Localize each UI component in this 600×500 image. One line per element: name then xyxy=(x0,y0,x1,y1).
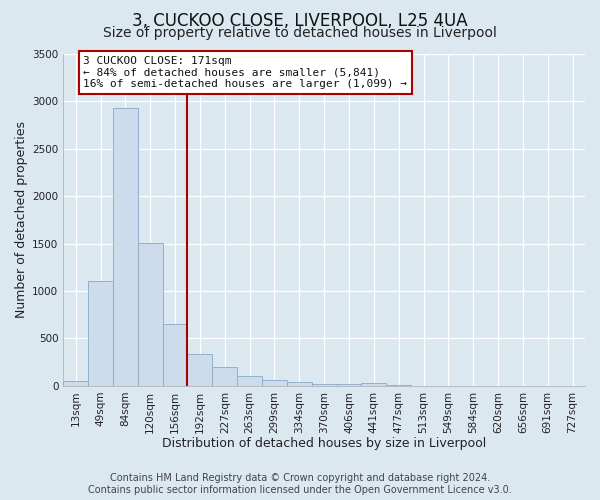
Bar xyxy=(212,367,237,386)
Text: Contains HM Land Registry data © Crown copyright and database right 2024.
Contai: Contains HM Land Registry data © Crown c… xyxy=(88,474,512,495)
Bar xyxy=(187,354,212,386)
Bar xyxy=(262,380,287,386)
Bar xyxy=(63,381,88,386)
Bar xyxy=(287,382,312,386)
X-axis label: Distribution of detached houses by size in Liverpool: Distribution of detached houses by size … xyxy=(162,437,486,450)
Bar xyxy=(88,280,113,386)
Text: 3, CUCKOO CLOSE, LIVERPOOL, L25 4UA: 3, CUCKOO CLOSE, LIVERPOOL, L25 4UA xyxy=(132,12,468,30)
Bar xyxy=(237,376,262,386)
Bar xyxy=(361,384,386,386)
Bar xyxy=(163,324,187,386)
Text: 3 CUCKOO CLOSE: 171sqm
← 84% of detached houses are smaller (5,841)
16% of semi-: 3 CUCKOO CLOSE: 171sqm ← 84% of detached… xyxy=(83,56,407,89)
Bar xyxy=(337,384,361,386)
Y-axis label: Number of detached properties: Number of detached properties xyxy=(15,122,28,318)
Bar xyxy=(113,108,138,386)
Bar xyxy=(312,384,337,386)
Bar xyxy=(138,242,163,386)
Text: Size of property relative to detached houses in Liverpool: Size of property relative to detached ho… xyxy=(103,26,497,40)
